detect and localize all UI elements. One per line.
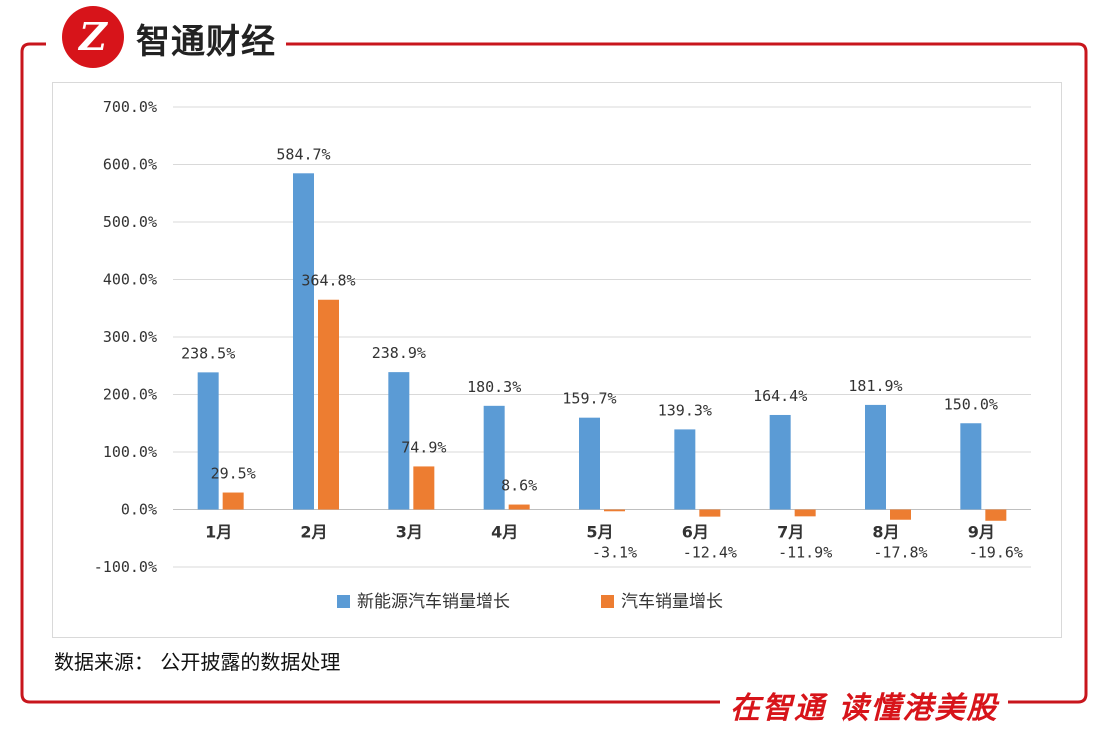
- data-label: 150.0%: [944, 395, 998, 413]
- data-label: -17.8%: [873, 544, 927, 562]
- x-tick-label: 9月: [968, 523, 995, 542]
- y-tick-label: 300.0%: [103, 328, 157, 346]
- data-label: 181.9%: [848, 377, 902, 395]
- x-tick-label: 2月: [300, 523, 327, 542]
- x-tick-label: 5月: [586, 523, 613, 542]
- data-label: 29.5%: [211, 465, 256, 483]
- y-tick-label: 600.0%: [103, 156, 157, 174]
- y-tick-label: 400.0%: [103, 271, 157, 289]
- data-label: -12.4%: [683, 544, 737, 562]
- legend-label-auto: 汽车销量增长: [621, 592, 723, 612]
- data-label: 74.9%: [401, 438, 446, 456]
- brand-name: 智通财经: [132, 14, 284, 63]
- bar-nev: [293, 173, 314, 510]
- logo-glyph: Z: [79, 14, 107, 59]
- bar-nev: [388, 372, 410, 510]
- legend-swatch-nev: [337, 595, 350, 608]
- bar-auto: [794, 509, 816, 517]
- bar-nev: [865, 404, 886, 510]
- x-tick-label: 1月: [205, 523, 232, 542]
- bar-auto: [508, 504, 530, 510]
- data-label: 180.3%: [467, 378, 521, 396]
- y-tick-label: 100.0%: [103, 443, 157, 461]
- x-tick-label: 3月: [396, 523, 423, 542]
- data-label: 584.7%: [276, 145, 330, 163]
- data-label: -19.6%: [969, 544, 1023, 562]
- y-tick-label: 0.0%: [121, 501, 157, 519]
- y-tick-label: 200.0%: [103, 386, 157, 404]
- source-note: 数据来源： 公开披露的数据处理: [54, 650, 341, 674]
- bar-auto: [318, 299, 339, 510]
- data-label: 364.8%: [301, 272, 355, 290]
- data-label: -3.1%: [592, 544, 637, 562]
- legend-swatch-auto: [601, 595, 614, 608]
- bar-auto: [985, 509, 1007, 521]
- logo-icon: [62, 6, 124, 68]
- bar-auto: [222, 492, 244, 510]
- bar-nev: [769, 414, 791, 510]
- bar-nev: [483, 405, 505, 510]
- data-label: 8.6%: [501, 477, 537, 495]
- slogan: 在智通 读懂港美股: [720, 683, 1009, 727]
- bar-auto: [604, 509, 625, 512]
- chart-area: 700.0% 600.0% 500.0% 400.0% 300.0% 200.0% 100.…: [52, 82, 1062, 638]
- bar-auto: [699, 509, 721, 517]
- data-label: 238.9%: [372, 344, 426, 362]
- data-label: 164.4%: [753, 387, 807, 405]
- bar-auto: [413, 466, 435, 510]
- legend-label-nev: 新能源汽车销量增长: [357, 592, 510, 612]
- bar-nev: [674, 429, 696, 510]
- bar-chart: 700.0% 600.0% 500.0% 400.0% 300.0% 200.0% 100.…: [94, 98, 1031, 612]
- frame-border: [20, 42, 1088, 704]
- y-tick-label: 700.0%: [103, 98, 157, 116]
- bar-nev: [579, 417, 600, 510]
- y-tick-label: 500.0%: [103, 213, 157, 231]
- bar-nev: [960, 423, 982, 510]
- data-label: 238.5%: [181, 344, 235, 362]
- bar-auto: [890, 509, 911, 520]
- bar-nev: [197, 372, 219, 510]
- x-tick-label: 4月: [491, 523, 518, 542]
- data-label: 139.3%: [658, 401, 712, 419]
- x-tick-label: 8月: [872, 523, 899, 542]
- x-tick-label: 6月: [682, 523, 709, 542]
- data-label: 159.7%: [562, 390, 616, 408]
- x-tick-label: 7月: [777, 523, 804, 542]
- y-tick-label: -100.0%: [94, 558, 157, 576]
- data-label: -11.9%: [778, 544, 832, 562]
